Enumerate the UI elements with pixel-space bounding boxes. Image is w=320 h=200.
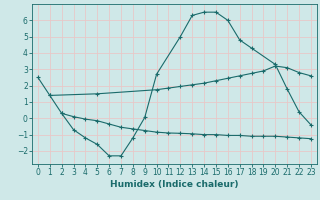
X-axis label: Humidex (Indice chaleur): Humidex (Indice chaleur) [110,180,239,189]
